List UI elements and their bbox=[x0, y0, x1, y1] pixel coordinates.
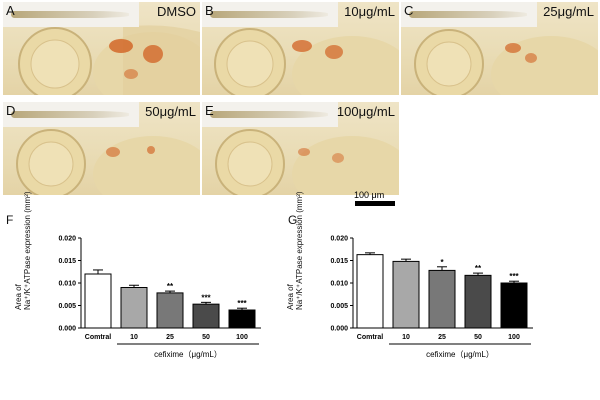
larva-head-image bbox=[215, 129, 399, 195]
micrograph-panel-b: B 10μg/mL bbox=[202, 2, 399, 95]
bar bbox=[156, 292, 184, 329]
y-tick-label: 0.005 bbox=[58, 303, 76, 310]
y-tick-label: 0.000 bbox=[58, 326, 76, 333]
bar bbox=[192, 303, 220, 329]
y-axis-label: Area of Na⁺/K⁺ATPase expression (mm²) bbox=[14, 191, 32, 310]
x-tick-label: 100 bbox=[508, 334, 520, 341]
larva-head-image bbox=[214, 28, 399, 95]
bar bbox=[356, 254, 384, 329]
bar bbox=[500, 282, 528, 329]
condition-label: 25μg/mL bbox=[543, 4, 594, 19]
y-tick-label: 0.010 bbox=[58, 281, 76, 288]
chart-panel-letter: F bbox=[6, 213, 14, 227]
x-tick-label: 25 bbox=[166, 334, 174, 341]
y-tick-label: 0.005 bbox=[330, 303, 348, 310]
bar bbox=[228, 309, 256, 329]
condition-label: 100μg/mL bbox=[336, 104, 395, 119]
larva-head-image bbox=[16, 129, 200, 195]
y-axis-label: Area of Na⁺/K⁺ATPase expression (mm²) bbox=[286, 191, 304, 310]
whole-larva-inset bbox=[401, 2, 537, 27]
micrograph-panel-e: E 100μg/mL bbox=[202, 102, 399, 195]
micrograph-panel-a: A DMSO bbox=[3, 2, 200, 95]
significance-label: *** bbox=[201, 293, 211, 302]
y-tick-label: 0.010 bbox=[330, 281, 348, 288]
y-tick-label: 0.020 bbox=[330, 236, 348, 243]
chart-panel-letter: G bbox=[288, 213, 298, 227]
y-tick-label: 0.000 bbox=[330, 326, 348, 333]
condition-label: 50μg/mL bbox=[145, 104, 196, 119]
y-tick-label: 0.020 bbox=[58, 236, 76, 243]
significance-label: ** bbox=[167, 282, 174, 291]
x-tick-label: 50 bbox=[474, 334, 482, 341]
x-tick-label: 25 bbox=[438, 334, 446, 341]
whole-larva-inset bbox=[202, 102, 338, 127]
whole-larva-inset bbox=[3, 102, 139, 127]
scale-bar bbox=[355, 201, 395, 206]
x-tick-label: 10 bbox=[130, 334, 138, 341]
significance-label: * bbox=[440, 258, 444, 267]
bar-chart-f: 0.000 0.005 0.010 0.015 0.020 Comtral 10 ** 25 **… bbox=[58, 236, 261, 359]
x-axis-label: cefixime（μg/mL） bbox=[154, 350, 222, 359]
micrograph-panel-c: C 25μg/mL bbox=[401, 2, 598, 95]
y-tick-label: 0.015 bbox=[58, 258, 76, 265]
panel-letter: A bbox=[6, 3, 15, 18]
bar bbox=[392, 260, 420, 329]
x-tick-label: 10 bbox=[402, 334, 410, 341]
x-tick-label: 100 bbox=[236, 334, 248, 341]
significance-label: *** bbox=[237, 299, 247, 308]
bar bbox=[428, 269, 456, 329]
x-tick-label: 50 bbox=[202, 334, 210, 341]
bar bbox=[120, 287, 148, 329]
significance-label: ** bbox=[475, 264, 482, 273]
bar-chart-g: 0.000 0.005 0.010 0.015 0.020 Comtral 10 * 25 ** 5… bbox=[330, 236, 533, 359]
whole-larva-inset bbox=[3, 2, 139, 27]
x-axis-label: cefixime（μg/mL） bbox=[426, 350, 494, 359]
panel-letter: E bbox=[205, 103, 214, 118]
scale-bar-label: 100 μm bbox=[354, 190, 385, 200]
larva-head-image bbox=[414, 29, 598, 95]
significance-label: *** bbox=[509, 272, 519, 281]
x-tick-label: Comtral bbox=[85, 334, 112, 341]
panel-letter: C bbox=[404, 3, 414, 18]
x-tick-label: Comtral bbox=[357, 334, 384, 341]
y-tick-label: 0.015 bbox=[330, 258, 348, 265]
bar bbox=[464, 274, 492, 329]
panel-letter: B bbox=[205, 3, 214, 18]
panel-letter: D bbox=[6, 103, 16, 118]
condition-label: DMSO bbox=[157, 4, 196, 19]
whole-larva-inset bbox=[202, 2, 338, 27]
bar bbox=[84, 273, 112, 329]
larva-head-image bbox=[18, 25, 200, 95]
condition-label: 10μg/mL bbox=[344, 4, 395, 19]
micrograph-panel-d: D 50μg/mL bbox=[3, 102, 200, 195]
